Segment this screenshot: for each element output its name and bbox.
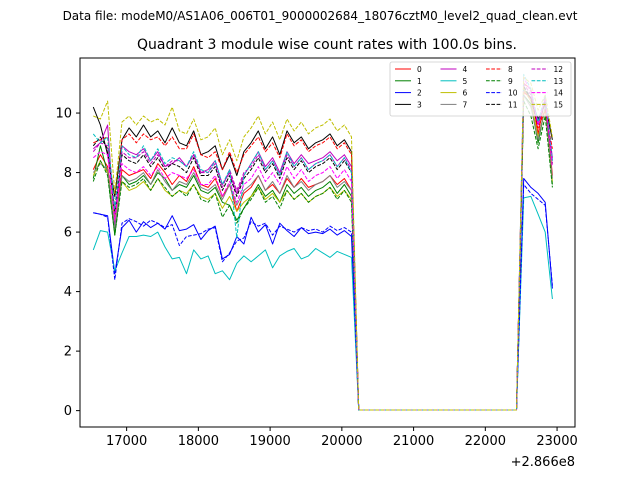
x-offset-label: +2.866e8 <box>511 455 575 470</box>
chart-title: Quadrant 3 module wise count rates with … <box>137 37 517 53</box>
series-line-12 <box>92 82 553 411</box>
legend-label-8: 8 <box>508 65 513 74</box>
legend-box <box>389 61 572 117</box>
legend-label-10: 10 <box>508 89 518 98</box>
x-tick-label: 20000 <box>321 434 362 449</box>
legend-label-3: 3 <box>417 100 422 109</box>
legend-label-6: 6 <box>463 89 468 98</box>
legend-label-7: 7 <box>463 100 468 109</box>
legend-label-9: 9 <box>508 77 513 86</box>
x-tick-label: 19000 <box>249 434 290 449</box>
series-line-14 <box>92 76 553 411</box>
x-tick-label: 18000 <box>178 434 219 449</box>
ticks-layer: 17000 18000 19000 20000 21000 22000 23000 0 2 4 6 8… <box>55 107 577 449</box>
y-tick-label: 4 <box>64 285 72 300</box>
series-line-13 <box>92 73 553 411</box>
legend-label-12: 12 <box>554 65 564 74</box>
legend-label-15: 15 <box>554 100 564 109</box>
y-tick-label: 0 <box>64 404 72 419</box>
series-layer <box>92 73 553 411</box>
x-tick-label: 22000 <box>465 434 506 449</box>
x-tick-label: 21000 <box>393 434 434 449</box>
suptitle: Data file: modeM0/AS1A06_006T01_90000026… <box>63 9 578 23</box>
axes-frame <box>79 57 576 428</box>
y-tick-label: 10 <box>55 107 72 122</box>
legend-label-4: 4 <box>463 65 468 74</box>
legend-label-14: 14 <box>554 89 564 98</box>
plot-area: 17000 18000 19000 20000 21000 22000 23000 0 2 4 6 8… <box>55 57 578 470</box>
legend-label-2: 2 <box>417 89 422 98</box>
y-tick-label: 6 <box>64 226 72 241</box>
legend-label-0: 0 <box>417 65 422 74</box>
legend-label-1: 1 <box>417 77 422 86</box>
series-line-15 <box>93 76 553 411</box>
y-tick-label: 2 <box>64 345 72 360</box>
x-tick-label: 17000 <box>106 434 147 449</box>
x-tick-label: 23000 <box>536 434 577 449</box>
y-tick-label: 8 <box>64 166 72 181</box>
legend-label-11: 11 <box>508 100 518 109</box>
legend-label-5: 5 <box>463 77 468 86</box>
legend-label-13: 13 <box>554 77 564 86</box>
